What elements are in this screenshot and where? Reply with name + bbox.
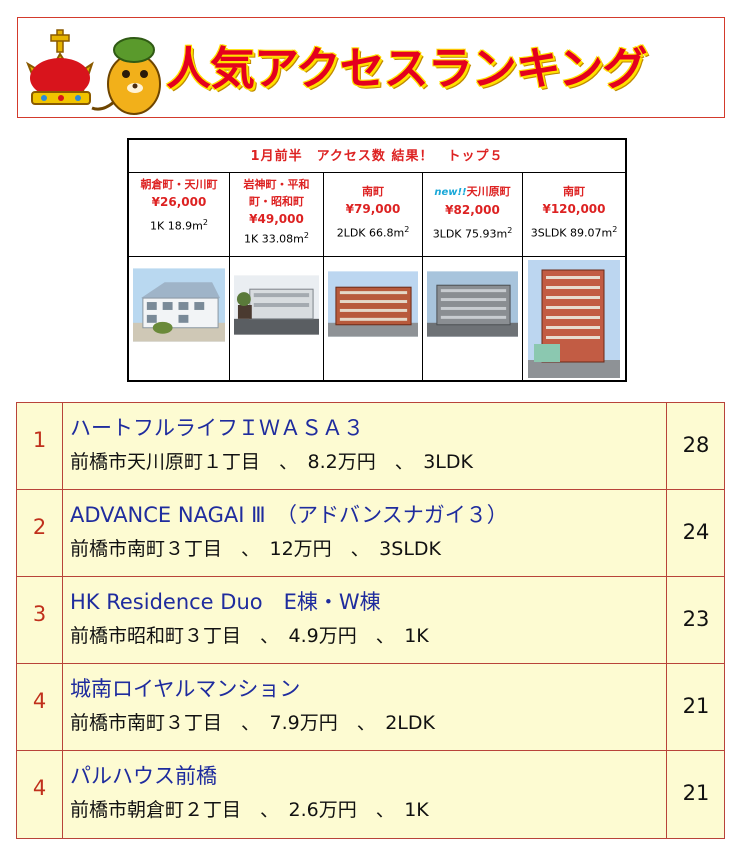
building-photo[interactable] xyxy=(527,260,621,378)
top5-layout: 2LDK 66.8m2 xyxy=(336,225,410,240)
top5-price: ¥79,000 xyxy=(345,202,401,216)
top5-area: 岩神町・平和町・昭和町 xyxy=(243,178,310,208)
property-detail: 前橋市朝倉町２丁目 、 2.6万円 、 1K xyxy=(70,799,429,821)
top5-item-info: 南町 ¥79,000 2LDK 66.8m2 xyxy=(324,173,422,257)
building-photo[interactable] xyxy=(234,275,319,335)
access-count: 21 xyxy=(682,781,710,805)
rank-number: 3 xyxy=(17,577,63,663)
access-count: 24 xyxy=(682,520,710,544)
top5-item-info: 岩神町・平和町・昭和町 ¥49,000 1K 33.08m2 xyxy=(230,173,323,257)
top5-price: ¥120,000 xyxy=(542,202,606,216)
top5-price: ¥26,000 xyxy=(151,195,207,209)
property-detail: 前橋市天川原町１丁目 、 8.2万円 、 3LDK xyxy=(70,451,473,473)
property-name-link[interactable]: HK Residence Duo E棟・W棟 xyxy=(70,590,381,614)
top5-item-info: new!!天川原町 ¥82,000 3LDK 75.93m2 xyxy=(423,173,522,257)
table-row[interactable]: 4 パルハウス前橋 前橋市朝倉町２丁目 、 2.6万円 、 1K 21 xyxy=(17,751,724,838)
top5-table: 1月前半 アクセス数 結果！ トップ５ 朝倉町・天川町 ¥26,000 1K 1… xyxy=(127,138,627,382)
property-name-link[interactable]: ADVANCE NAGAI Ⅲ （アドバンスナガイ３） xyxy=(70,503,508,527)
property-detail: 前橋市南町３丁目 、 7.9万円 、 2LDK xyxy=(70,712,435,734)
property-detail: 前橋市南町３丁目 、 12万円 、 3SLDK xyxy=(70,538,442,560)
access-count: 23 xyxy=(682,607,710,631)
ranking-banner: 人気アクセスランキング xyxy=(17,17,725,118)
access-count: 28 xyxy=(682,433,710,457)
property-name-link[interactable]: 城南ロイヤルマンション xyxy=(70,677,301,701)
page-title: 人気アクセスランキング xyxy=(166,42,647,95)
top5-area: 南町 xyxy=(362,185,384,198)
top5-item[interactable]: 南町 ¥120,000 3SLDK 89.07m2 xyxy=(523,173,625,380)
top5-price: ¥82,000 xyxy=(445,203,500,217)
rank-body: HK Residence Duo E棟・W棟 前橋市昭和町３丁目 、 4.9万円… xyxy=(64,577,667,663)
top5-item[interactable]: new!!天川原町 ¥82,000 3LDK 75.93m2 xyxy=(423,173,523,380)
ranking-table: 1 ハートフルライフＩＷＡＳＡ３ 前橋市天川原町１丁目 、 8.2万円 、 3L… xyxy=(16,402,725,839)
top5-layout: 3SLDK 89.07m2 xyxy=(530,225,618,240)
top5-area: 南町 xyxy=(563,185,585,198)
building-photo[interactable] xyxy=(328,271,418,337)
rank-body: ADVANCE NAGAI Ⅲ （アドバンスナガイ３） 前橋市南町３丁目 、 1… xyxy=(64,490,667,576)
top5-item-info: 南町 ¥120,000 3SLDK 89.07m2 xyxy=(523,173,625,257)
property-name-link[interactable]: ハートフルライフＩＷＡＳＡ３ xyxy=(70,416,364,440)
table-row[interactable]: 2 ADVANCE NAGAI Ⅲ （アドバンスナガイ３） 前橋市南町３丁目 、… xyxy=(17,490,724,577)
rank-number: 4 xyxy=(17,751,63,838)
top5-item[interactable]: 南町 ¥79,000 2LDK 66.8m2 xyxy=(324,173,423,380)
top5-item-info: 朝倉町・天川町 ¥26,000 1K 18.9m2 xyxy=(129,173,229,257)
rank-body: 城南ロイヤルマンション 前橋市南町３丁目 、 7.9万円 、 2LDK xyxy=(64,664,667,750)
rank-body: パルハウス前橋 前橋市朝倉町２丁目 、 2.6万円 、 1K xyxy=(64,751,667,838)
property-detail: 前橋市昭和町３丁目 、 4.9万円 、 1K xyxy=(70,625,429,647)
table-row[interactable]: 4 城南ロイヤルマンション 前橋市南町３丁目 、 7.9万円 、 2LDK 21 xyxy=(17,664,724,751)
top5-item[interactable]: 朝倉町・天川町 ¥26,000 1K 18.9m2 xyxy=(129,173,230,380)
rank-body: ハートフルライフＩＷＡＳＡ３ 前橋市天川原町１丁目 、 8.2万円 、 3LDK xyxy=(64,403,667,489)
top5-layout: 1K 18.9m2 xyxy=(149,218,208,233)
top5-area: 朝倉町・天川町 xyxy=(140,178,218,191)
top5-layout: 1K 33.08m2 xyxy=(243,231,309,246)
top5-area: new!!天川原町 xyxy=(434,185,511,198)
top5-price: ¥49,000 xyxy=(249,212,304,226)
rank-number: 1 xyxy=(17,403,63,489)
rank-number: 2 xyxy=(17,490,63,576)
table-row[interactable]: 3 HK Residence Duo E棟・W棟 前橋市昭和町３丁目 、 4.9… xyxy=(17,577,724,664)
property-name-link[interactable]: パルハウス前橋 xyxy=(70,764,217,788)
top5-item[interactable]: 岩神町・平和町・昭和町 ¥49,000 1K 33.08m2 xyxy=(230,173,324,380)
table-row[interactable]: 1 ハートフルライフＩＷＡＳＡ３ 前橋市天川原町１丁目 、 8.2万円 、 3L… xyxy=(17,403,724,490)
crown-mascot-icon xyxy=(25,29,161,115)
building-photo[interactable] xyxy=(427,271,518,337)
access-count: 21 xyxy=(682,694,710,718)
building-photo[interactable] xyxy=(133,268,225,342)
top5-layout: 3LDK 75.93m2 xyxy=(432,226,513,241)
new-badge: new!! xyxy=(434,187,467,198)
rank-number: 4 xyxy=(17,664,63,750)
top5-header: 1月前半 アクセス数 結果！ トップ５ xyxy=(129,140,625,173)
